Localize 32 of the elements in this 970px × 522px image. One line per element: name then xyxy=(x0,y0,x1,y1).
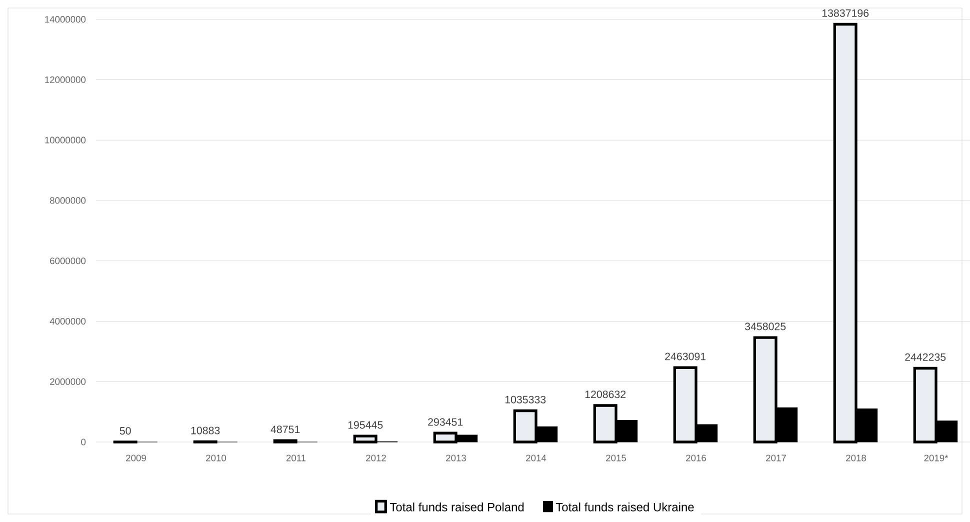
data-label: 50 xyxy=(120,427,131,435)
x-tick-label: 2014 xyxy=(526,454,546,462)
data-label: 48751 xyxy=(270,426,300,434)
y-tick-label: 6000000 xyxy=(50,258,86,264)
y-tick-label: 14000000 xyxy=(45,16,86,23)
x-tick-label: 2010 xyxy=(206,454,226,462)
x-tick-label: 2015 xyxy=(606,454,626,462)
data-label: 1208632 xyxy=(585,390,626,398)
y-tick-label: 8000000 xyxy=(50,197,86,204)
legend-label: Total funds raised Ukraine xyxy=(556,502,694,512)
y-tick-label: 4000000 xyxy=(50,318,86,325)
x-tick-label: 2009 xyxy=(126,454,146,462)
x-tick-label: 2011 xyxy=(286,454,306,462)
x-tick-label: 2018 xyxy=(846,454,866,462)
data-label: 195445 xyxy=(348,421,383,429)
x-tick-label: 2013 xyxy=(446,454,466,462)
x-tick-label: 2017 xyxy=(766,454,786,462)
data-label: 293451 xyxy=(428,418,463,426)
data-label: 3458025 xyxy=(744,322,786,330)
legend-label: Total funds raised Poland xyxy=(390,502,524,512)
y-tick-label: 12000000 xyxy=(45,76,86,84)
data-label: 13837196 xyxy=(822,9,869,17)
y-tick-label: 0 xyxy=(81,438,86,446)
data-label: 2463091 xyxy=(665,352,706,360)
x-tick-label: 2019* xyxy=(924,454,948,462)
x-tick-label: 2012 xyxy=(366,454,386,462)
data-label: 2442235 xyxy=(905,353,946,361)
data-label: 1035333 xyxy=(505,396,546,404)
y-tick-label: 10000000 xyxy=(45,136,86,144)
data-label: 10883 xyxy=(191,426,220,434)
x-tick-label: 2016 xyxy=(686,454,706,462)
y-tick-label: 2000000 xyxy=(50,378,86,385)
